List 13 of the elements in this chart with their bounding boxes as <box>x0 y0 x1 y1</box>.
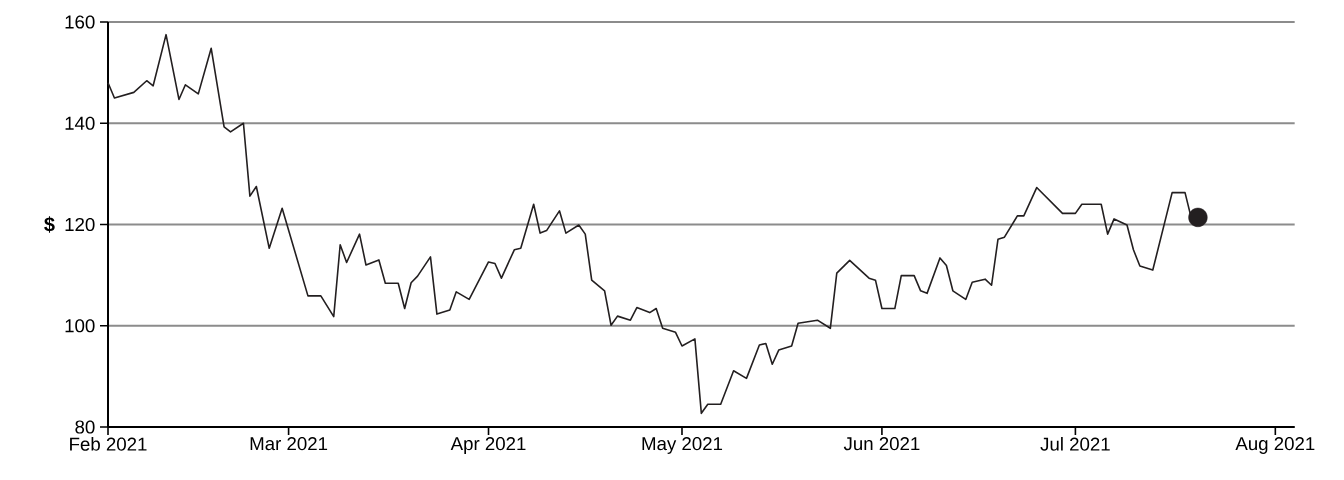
x-tick-label: Jun 2021 <box>843 437 920 451</box>
x-tick-label: Jul 2021 <box>1040 437 1110 451</box>
x-tick-label: May 2021 <box>642 437 723 454</box>
x-tick-label: Mar 2021 <box>250 437 328 451</box>
x-tick-label: Apr 2021 <box>450 437 526 454</box>
x-tick-label: Aug 2021 <box>1235 437 1315 454</box>
y-axis-title: $ <box>44 216 55 233</box>
y-tick-label: 100 <box>65 319 95 333</box>
y-tick-label: 80 <box>75 420 95 434</box>
y-tick-label: 140 <box>65 116 95 130</box>
y-tick-label: 120 <box>65 217 95 232</box>
x-tick-label: Feb 2021 <box>70 437 147 451</box>
y-tick-label: 160 <box>65 15 95 29</box>
